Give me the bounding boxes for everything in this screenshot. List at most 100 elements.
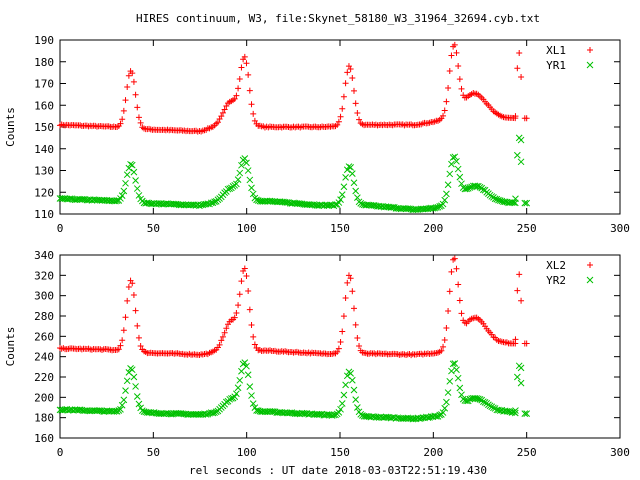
data-point: [235, 85, 242, 92]
data-point: [337, 196, 344, 203]
data-point: [443, 190, 450, 198]
y-tick-label: 260: [34, 330, 54, 343]
data-point: [347, 370, 354, 377]
data-point: [463, 185, 470, 193]
data-point: [233, 310, 240, 317]
data-point: [245, 288, 252, 295]
data-point: [523, 410, 531, 417]
data-point: [454, 374, 462, 382]
y-tick-label: 110: [34, 208, 54, 221]
data-point: [436, 411, 444, 419]
bottom-panel: 160 180 200 220 240 260 280 300 320 340 0 50 100 150 2…: [4, 249, 630, 459]
data-point: [445, 307, 452, 314]
data-point: [446, 170, 454, 178]
data-point: [221, 329, 228, 336]
x-tick-label: 300: [610, 446, 630, 459]
data-point: [466, 184, 474, 191]
data-point: [445, 84, 452, 91]
data-point: [243, 362, 250, 370]
data-point: [117, 342, 124, 349]
legend-marker: [587, 262, 593, 268]
data-point: [463, 397, 470, 405]
data-point: [246, 383, 254, 390]
legend-label: YR2: [546, 274, 566, 287]
data-point: [352, 100, 359, 107]
data-point: [113, 197, 121, 204]
data-point: [438, 347, 445, 354]
data-point: [135, 400, 143, 408]
data-point: [446, 288, 453, 295]
data-point: [342, 295, 349, 302]
data-point: [451, 153, 459, 161]
top-panel: 110 120 130 140 150 160 170 180 190 0 50 100 150 200 2…: [4, 34, 630, 235]
data-point: [243, 159, 250, 167]
data-point: [439, 200, 447, 208]
data-point: [221, 106, 228, 113]
data-point: [234, 176, 242, 183]
data-point: [436, 203, 444, 210]
data-point: [456, 173, 464, 181]
data-point: [439, 409, 447, 416]
data-point: [132, 177, 139, 184]
y-tick-label: 300: [34, 290, 54, 303]
data-point: [134, 104, 141, 111]
data-point: [219, 109, 226, 116]
y-tick-label: 120: [34, 186, 54, 199]
x-tick-label: 250: [517, 446, 537, 459]
data-point: [241, 53, 248, 60]
y-tick-label: 170: [34, 78, 54, 91]
data-point: [137, 342, 144, 349]
x-tick-label: 150: [330, 446, 350, 459]
data-point: [444, 389, 452, 396]
data-point: [486, 402, 494, 410]
data-point: [236, 76, 243, 83]
data-point: [132, 307, 139, 314]
data-point: [518, 73, 525, 80]
data-point: [347, 164, 354, 171]
data-point: [511, 409, 519, 417]
x-tick-label: 100: [237, 222, 257, 235]
data-point: [443, 324, 450, 331]
data-point: [243, 272, 250, 279]
data-point: [223, 325, 230, 332]
data-point: [117, 406, 124, 413]
data-point: [441, 107, 448, 114]
data-point: [490, 404, 497, 412]
data-point: [248, 101, 255, 108]
y-tick-label: 280: [34, 310, 54, 323]
data-point: [340, 183, 348, 191]
data-point: [352, 187, 360, 195]
data-point: [211, 198, 218, 206]
data-point: [115, 346, 122, 353]
data-point: [204, 410, 212, 418]
data-point: [441, 404, 449, 412]
data-point: [434, 203, 442, 211]
data-point: [339, 328, 346, 335]
data-point: [218, 337, 225, 344]
data-point: [124, 84, 131, 91]
data-point: [350, 179, 358, 187]
data-point: [231, 314, 238, 321]
chart-title: HIRES continuum, W3, file:Skynet_58180_W…: [136, 12, 540, 25]
data-point: [233, 180, 240, 188]
x-tick-label: 200: [423, 446, 443, 459]
data-point: [245, 71, 252, 78]
data-point: [514, 287, 521, 294]
x-axis-label: rel seconds : UT date 2018-03-03T22:51:1…: [189, 464, 487, 477]
data-point: [135, 114, 142, 121]
data-point: [356, 116, 363, 123]
y-tick-label: 160: [34, 432, 54, 445]
data-point: [342, 80, 349, 87]
data-point: [343, 166, 351, 174]
data-point: [455, 281, 462, 288]
data-point: [440, 343, 447, 350]
x-tick-label: 300: [610, 222, 630, 235]
data-point: [456, 297, 463, 304]
data-point: [491, 195, 499, 203]
data-point: [456, 384, 464, 392]
data-point: [238, 367, 245, 375]
y-tick-label: 130: [34, 165, 54, 178]
data-point: [512, 407, 519, 414]
data-point: [344, 279, 351, 286]
x-tick-label: 50: [147, 446, 160, 459]
